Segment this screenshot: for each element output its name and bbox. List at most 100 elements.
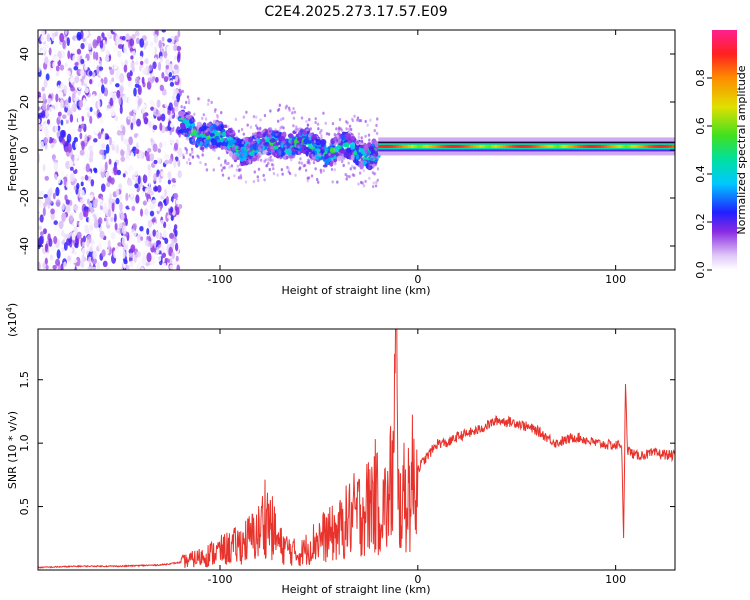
noise-speck (56, 249, 61, 260)
noise-speck (81, 85, 85, 92)
signal-halo (239, 176, 243, 180)
noise-speck (122, 125, 126, 136)
signal-halo (362, 168, 366, 173)
noise-speck (44, 243, 48, 253)
signal-halo (320, 134, 323, 138)
noise-speck (163, 98, 167, 104)
signal-halo (367, 163, 371, 167)
noise-speck (120, 149, 125, 157)
noise-speck (92, 39, 98, 49)
signal-halo (220, 168, 224, 172)
noise-speck (136, 251, 141, 258)
noise-speck (70, 86, 75, 92)
noise-speck (69, 114, 74, 123)
noise-speck (167, 187, 173, 197)
noise-speck (134, 183, 139, 189)
signal-halo (364, 179, 367, 183)
tone-core (476, 144, 480, 148)
noise-speck (84, 209, 89, 218)
signal-halo (357, 132, 361, 136)
tone-core (470, 144, 474, 148)
signal-halo (263, 178, 266, 182)
noise-speck (46, 33, 51, 42)
signal-halo (232, 131, 235, 135)
noise-speck (168, 102, 173, 111)
signal-halo (312, 160, 316, 165)
noise-speck (114, 223, 118, 231)
noise-speck (169, 81, 175, 87)
noise-speck (65, 199, 70, 205)
noise-speck (165, 64, 170, 70)
noise-speck (177, 159, 181, 167)
noise-speck (154, 263, 158, 270)
signal-halo (255, 154, 259, 159)
noise-speck (55, 65, 60, 72)
noise-speck (44, 257, 48, 265)
noise-speck (145, 262, 151, 267)
noise-speck (46, 196, 51, 205)
signal-halo (319, 152, 322, 156)
noise-speck (113, 46, 117, 53)
signal-halo (359, 155, 362, 160)
signal-halo (269, 127, 273, 131)
signal-blob (220, 123, 225, 130)
signal-halo (252, 180, 256, 184)
noise-speck (104, 161, 108, 172)
noise-speck (84, 224, 89, 234)
noise-speck (122, 94, 128, 103)
noise-speck (86, 37, 92, 44)
noise-speck (43, 78, 48, 89)
noise-speck (169, 139, 175, 144)
noise-speck (131, 66, 136, 73)
noise-speck (152, 133, 156, 141)
noise-speck (130, 122, 134, 131)
noise-speck (160, 171, 164, 177)
noise-speck (128, 136, 133, 146)
tone-core (666, 144, 670, 148)
noise-speck (173, 224, 178, 230)
noise-speck (118, 183, 123, 191)
noise-speck (45, 110, 49, 118)
tone-core (517, 144, 522, 148)
signal-blob (311, 156, 317, 160)
signal-halo (256, 157, 260, 162)
tone-core (538, 144, 542, 148)
noise-speck (141, 103, 147, 109)
signal-halo (201, 149, 205, 153)
signal-blob (320, 141, 325, 148)
noise-speck (160, 195, 165, 200)
signal-halo (340, 134, 343, 138)
signal-blob (192, 128, 197, 136)
colorbar-tick-label: 0.6 (694, 117, 707, 135)
signal-blob (354, 159, 359, 166)
noise-speck (93, 168, 98, 174)
signal-halo (370, 154, 373, 158)
noise-speck (84, 57, 88, 67)
signal-halo (375, 180, 378, 185)
noise-speck (51, 108, 56, 118)
signal-halo (214, 108, 217, 112)
signal-halo (333, 132, 337, 137)
signal-halo (360, 136, 363, 140)
noise-speck (110, 232, 116, 240)
signal-halo (292, 124, 295, 128)
signal-halo (219, 163, 223, 167)
noise-speck (149, 210, 155, 217)
signal-halo (306, 176, 309, 180)
noise-speck (72, 258, 78, 264)
noise-speck (148, 178, 152, 186)
noise-speck (51, 224, 56, 229)
signal-halo (360, 157, 363, 162)
signal-halo (240, 153, 244, 157)
noise-speck (171, 240, 175, 249)
signal-halo (252, 115, 256, 119)
noise-speck (88, 145, 94, 152)
noise-speck (156, 157, 162, 164)
signal-halo (333, 168, 337, 172)
signal-halo (246, 160, 249, 164)
noise-speck (142, 231, 146, 240)
noise-speck (53, 138, 57, 144)
noise-speck (56, 84, 61, 94)
noise-speck (123, 259, 128, 265)
tone-core (505, 144, 510, 148)
